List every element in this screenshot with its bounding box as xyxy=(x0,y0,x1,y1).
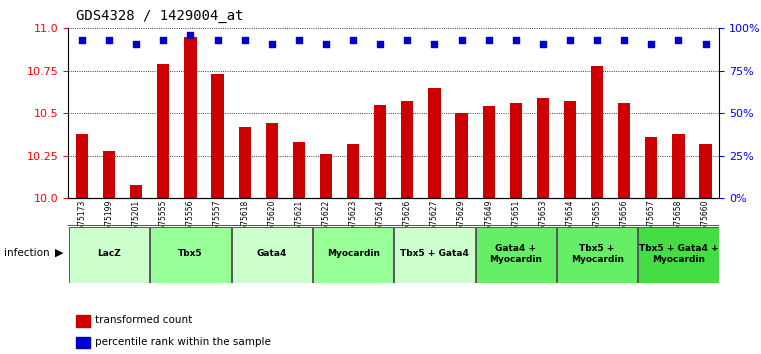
Point xyxy=(510,38,522,43)
Bar xyxy=(76,134,88,198)
Point xyxy=(537,41,549,46)
Text: GDS4328 / 1429004_at: GDS4328 / 1429004_at xyxy=(76,9,244,23)
Point xyxy=(184,32,196,38)
Point xyxy=(482,38,495,43)
Bar xyxy=(537,98,549,198)
Bar xyxy=(103,151,115,198)
Point xyxy=(158,38,170,43)
Text: infection: infection xyxy=(4,248,49,258)
Text: Tbx5: Tbx5 xyxy=(178,250,202,258)
Point xyxy=(103,38,115,43)
Text: Myocardin: Myocardin xyxy=(326,250,380,258)
Bar xyxy=(645,137,658,198)
Point xyxy=(591,38,603,43)
Text: Gata4 +
Myocardin: Gata4 + Myocardin xyxy=(489,244,543,264)
FancyBboxPatch shape xyxy=(69,227,149,282)
Point xyxy=(645,41,658,46)
Point xyxy=(130,41,142,46)
Bar xyxy=(591,66,603,198)
Bar xyxy=(564,101,576,198)
Text: Tbx5 +
Myocardin: Tbx5 + Myocardin xyxy=(571,244,624,264)
Point xyxy=(428,41,441,46)
Bar xyxy=(428,88,441,198)
Point xyxy=(456,38,468,43)
FancyBboxPatch shape xyxy=(313,227,393,282)
Bar xyxy=(239,127,251,198)
Text: percentile rank within the sample: percentile rank within the sample xyxy=(95,337,271,347)
Point xyxy=(401,38,413,43)
Text: ▶: ▶ xyxy=(55,248,63,258)
Text: transformed count: transformed count xyxy=(95,315,193,325)
Bar xyxy=(673,134,685,198)
Bar xyxy=(456,113,468,198)
Point xyxy=(76,38,88,43)
Bar xyxy=(374,105,387,198)
Bar xyxy=(158,64,170,198)
Bar xyxy=(266,124,278,198)
FancyBboxPatch shape xyxy=(638,227,718,282)
Point xyxy=(564,38,576,43)
Point xyxy=(239,38,251,43)
Bar xyxy=(347,144,359,198)
Bar xyxy=(212,74,224,198)
Point xyxy=(618,38,630,43)
Point xyxy=(212,38,224,43)
Point xyxy=(673,38,685,43)
Bar xyxy=(401,101,413,198)
Point xyxy=(374,41,387,46)
Text: Tbx5 + Gata4 +
Myocardin: Tbx5 + Gata4 + Myocardin xyxy=(638,244,718,264)
FancyBboxPatch shape xyxy=(231,227,312,282)
Bar xyxy=(293,142,305,198)
FancyBboxPatch shape xyxy=(394,227,475,282)
Bar xyxy=(130,185,142,198)
FancyBboxPatch shape xyxy=(476,227,556,282)
Point xyxy=(293,38,305,43)
Bar xyxy=(699,144,712,198)
Point xyxy=(699,41,712,46)
Point xyxy=(347,38,359,43)
Text: Tbx5 + Gata4: Tbx5 + Gata4 xyxy=(400,250,469,258)
Bar xyxy=(320,154,332,198)
Point xyxy=(320,41,332,46)
Bar xyxy=(482,107,495,198)
Bar xyxy=(618,103,630,198)
Text: LacZ: LacZ xyxy=(97,250,121,258)
Bar xyxy=(184,37,196,198)
Point xyxy=(266,41,278,46)
Text: Gata4: Gata4 xyxy=(256,250,287,258)
FancyBboxPatch shape xyxy=(557,227,637,282)
FancyBboxPatch shape xyxy=(151,227,231,282)
Bar xyxy=(510,103,522,198)
